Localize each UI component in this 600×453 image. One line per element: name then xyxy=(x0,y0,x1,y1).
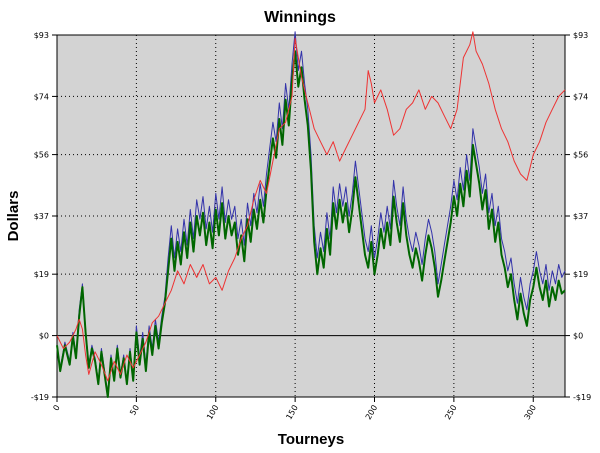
x-tick-label: 250 xyxy=(443,404,458,422)
y-tick-label-right: -$19 xyxy=(573,393,591,402)
x-tick-label: 200 xyxy=(364,404,379,422)
y-tick-label-right: $56 xyxy=(573,151,588,160)
y-tick-label-left: $37 xyxy=(34,212,49,221)
x-tick-label: 50 xyxy=(128,404,141,417)
y-tick-label-left: -$19 xyxy=(31,393,49,402)
series-group xyxy=(56,31,566,398)
y-axis-right: -$19 $0 $19 $37 $56 $74 $93 xyxy=(565,31,591,402)
x-axis: 0 50 100 150 200 250 300 xyxy=(51,397,538,421)
y-tick-label-right: $74 xyxy=(573,92,588,101)
y-tick-label-right: $37 xyxy=(573,212,588,221)
y-axis-left: -$19 $0 $19 $37 $56 $74 $93 xyxy=(31,31,57,402)
grid-lines xyxy=(57,35,565,397)
y-tick-label-left: $56 xyxy=(34,151,49,160)
y-tick-label-left: $93 xyxy=(34,31,49,40)
series-line-2 xyxy=(56,50,566,398)
series-line-3 xyxy=(56,31,566,382)
x-tick-label: 150 xyxy=(284,404,299,422)
y-tick-label-left: $0 xyxy=(39,332,49,341)
x-tick-label: 100 xyxy=(205,404,220,422)
y-tick-label-left: $74 xyxy=(34,92,49,101)
x-axis-title: Tourneys xyxy=(278,431,344,448)
chart-title: Winnings xyxy=(264,9,336,26)
y-tick-label-right: $93 xyxy=(573,31,588,40)
y-tick-label-right: $19 xyxy=(573,270,588,279)
y-tick-label-left: $19 xyxy=(34,270,49,279)
y-tick-label-right: $0 xyxy=(573,332,583,341)
y-axis-title: Dollars xyxy=(5,191,22,242)
x-tick-label: 300 xyxy=(523,404,538,422)
x-tick-label: 0 xyxy=(51,404,61,413)
